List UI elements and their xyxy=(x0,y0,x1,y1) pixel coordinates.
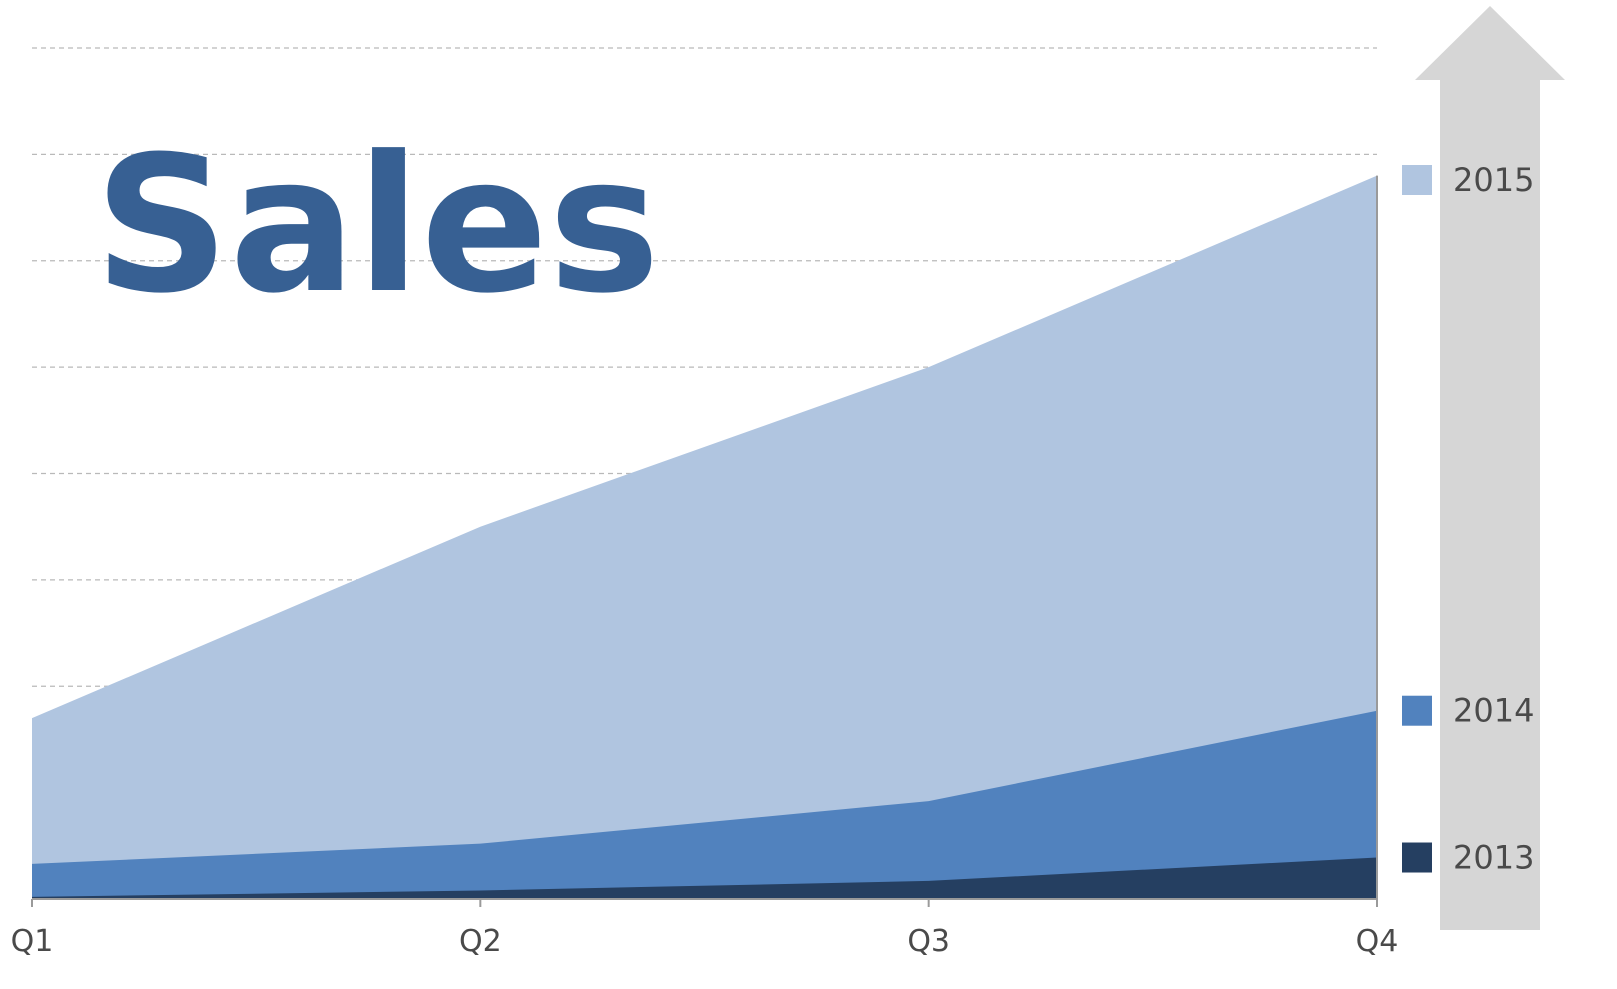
area-layer xyxy=(32,175,1377,899)
axis-layer: Q1 Q2 Q3 Q4 xyxy=(11,175,1399,959)
arrow-layer xyxy=(1415,6,1565,930)
legend-label-2015: 2015 xyxy=(1453,161,1534,199)
x-tick-label: Q3 xyxy=(907,924,950,959)
legend-swatch-2015 xyxy=(1402,165,1432,195)
legend-swatch-2014 xyxy=(1402,695,1432,726)
legend-layer: 2015 2014 2013 xyxy=(1402,161,1534,877)
x-tick-label: Q1 xyxy=(11,924,54,959)
legend-label-2014: 2014 xyxy=(1453,692,1534,730)
area-series-2013 xyxy=(32,857,1377,899)
growth-arrow xyxy=(1415,6,1565,930)
area-series-2015 xyxy=(32,175,1377,899)
x-tick-label: Q2 xyxy=(459,924,502,959)
legend-label-2013: 2013 xyxy=(1453,839,1534,877)
legend-swatch-2013 xyxy=(1402,842,1432,873)
chart-title: Sales xyxy=(94,116,660,335)
title-layer: Sales xyxy=(94,116,660,335)
area-series-2014 xyxy=(32,710,1377,899)
x-tick-label: Q4 xyxy=(1356,924,1399,959)
